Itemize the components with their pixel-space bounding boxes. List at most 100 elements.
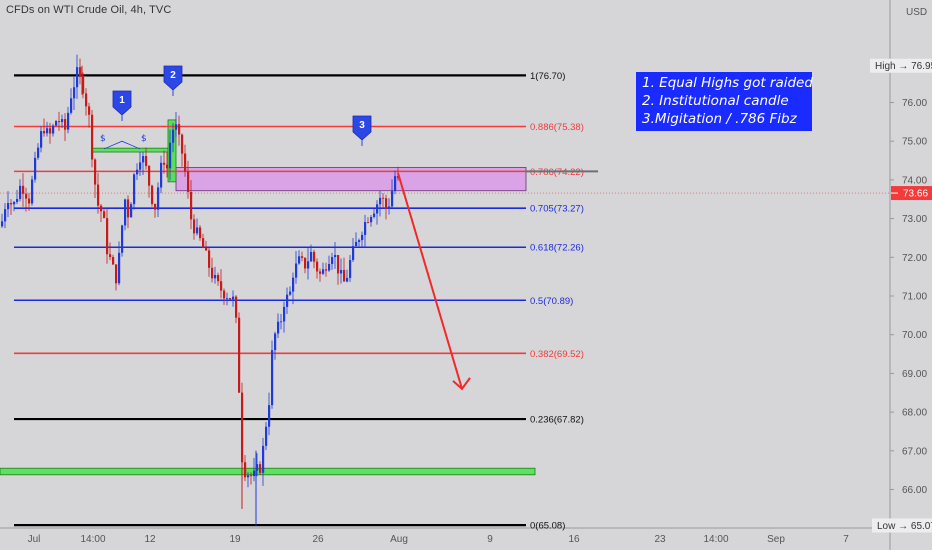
candle-body [181,134,184,154]
marker-label: 3 [359,120,365,131]
candle-body [157,187,160,210]
candle-body [253,470,256,477]
price-tick-label: 66.00 [902,485,927,496]
marker-label: 2 [170,70,176,81]
candle-body [82,76,85,94]
candle-body [169,142,172,169]
candle-body [109,254,112,258]
candle-body [211,267,214,279]
candle-body [10,203,13,205]
candle-body [319,271,322,274]
time-tick-label: 16 [568,534,580,545]
candle-body [289,291,292,295]
candle-body [370,216,373,223]
time-tick-label: 19 [229,534,241,545]
marker-pin [163,65,183,91]
candle-body [385,198,388,209]
price-tick-label: 70.00 [902,330,927,341]
analysis-note: 1. Equal Highs got raided 2. Institution… [636,72,813,131]
marker-2: 2 [163,65,183,96]
candle-body [70,98,73,113]
candle-body [262,445,265,473]
candle-body [202,238,205,248]
price-tick-label: 69.00 [902,369,927,380]
candle-body [187,171,190,192]
time-tick-label: Sep [767,534,785,545]
high-tag-bg [870,58,932,73]
candle-body [283,306,286,322]
candle-body [163,162,166,165]
candle-body [358,240,361,242]
candle-body [214,274,217,279]
fib-label-0: 0(65.08) [530,521,565,532]
candle-body [94,159,97,185]
candle-body [136,169,139,175]
note-line-1: 1. Equal Highs got raided [642,75,813,91]
candle-body [31,179,34,204]
projection-arrow-head [452,377,471,391]
price-tick-label: 74.00 [902,175,927,186]
candle-body [235,296,238,318]
candle-body [226,298,229,299]
time-tick-label: Jul [28,534,41,545]
candle-body [139,162,142,170]
time-tick-label: 7 [843,534,849,545]
candle-body [232,296,235,300]
candle-body [88,106,91,115]
candle-body [394,176,397,192]
high-tag-label: High → 76.95 [875,61,932,72]
candle-body [271,350,274,406]
candle-body [61,119,64,123]
candle-body [268,405,271,427]
candle-body [133,174,136,205]
time-tick-label: 26 [312,534,324,545]
candle-body [19,185,22,199]
candle-body [238,317,241,393]
candle-body [151,185,154,204]
candle-body [1,221,4,227]
candle-body [100,205,103,212]
equal-highs-zone [91,147,169,153]
candle-body [340,269,343,274]
price-tick-label: 72.00 [902,253,927,264]
candle-body [223,290,226,299]
time-tick-label: 23 [654,534,666,545]
candle-body [256,464,259,471]
candle-body [376,204,379,214]
candle-body [130,204,133,218]
candle-body [178,124,181,135]
candle-body [190,191,193,220]
current-price-tag-label: 73.66 [903,189,928,200]
candle-body [343,269,346,282]
price-tick-label: 73.00 [902,214,927,225]
candle-body [298,256,301,264]
candle-body [325,269,328,271]
candle-body [7,203,10,210]
chart-title: CFDs on WTI Crude Oil, 4h, TVC [6,4,172,16]
marker-1: 1 [112,90,132,121]
fib-label-0.705: 0.705(73.27) [530,204,584,215]
candle-body [46,128,49,134]
candle-body [346,277,349,282]
candle-body [148,165,151,186]
demand-zone [0,467,536,476]
low-tag-bg [872,518,932,533]
note-line-3: 3.Migitation / .786 Fibz [642,111,797,127]
time-tick-label: 9 [487,534,493,545]
candle-body [334,254,337,258]
candle-body [364,222,367,235]
candle-body [373,213,376,217]
candle-body [247,475,250,478]
candle-body [13,201,16,205]
candle-body [367,222,370,223]
candle-body [64,119,67,130]
candle-body [250,475,253,477]
candle-body [205,247,208,251]
candle-body [391,191,394,207]
institutional-candle-zone [167,119,177,183]
candle-body [199,227,202,239]
candle-body [118,252,121,284]
price-tick-label: 75.00 [902,137,927,148]
